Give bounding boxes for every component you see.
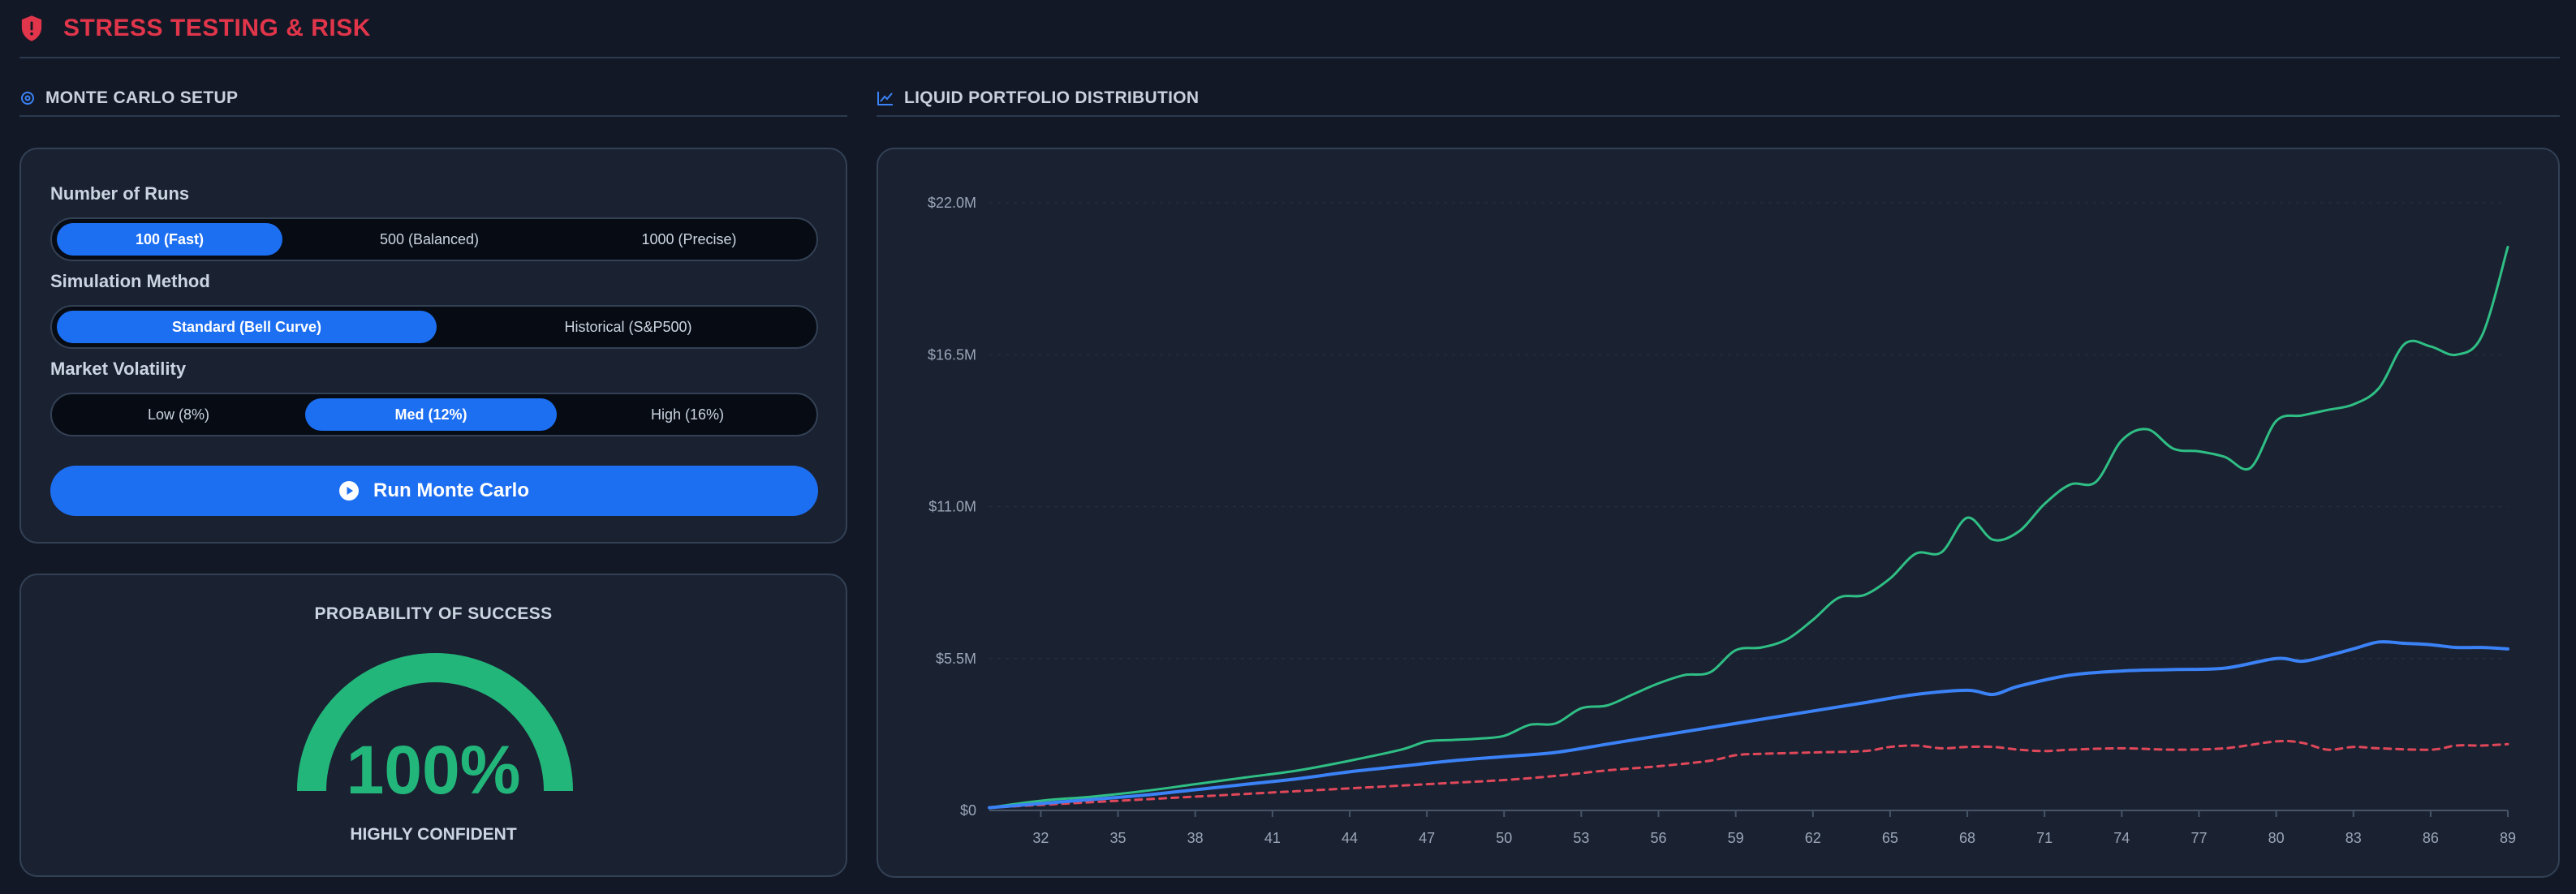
series-line-upper [988,245,2509,810]
success-gauge [297,653,573,792]
x-tick-label: 80 [2268,830,2285,846]
shield-alert-icon [21,15,42,41]
runs-label: Number of Runs [50,183,190,204]
x-tick-label: 71 [2036,830,2053,846]
x-tick-label: 53 [1573,830,1589,846]
runs-option-1000[interactable]: 1000 (Precise) [641,230,737,247]
volatility-option-low[interactable]: Low (8%) [147,406,210,423]
monte-carlo-heading-label: MONTE CARLO SETUP [45,88,239,107]
distribution-heading-label: LIQUID PORTFOLIO DISTRIBUTION [904,88,1200,107]
x-tick-label: 65 [1882,830,1898,846]
distribution-chart: $0 $5.5M $11.0M $16.5M $22.0M 32 35 38 41 44 47 50 5… [928,195,2516,846]
y-tick-label: $22.0M [928,195,976,211]
monte-carlo-heading: MONTE CARLO SETUP [19,81,847,117]
probability-panel: PROBABILITY OF SUCCESS 100% HIGHLY CONFI… [19,574,847,877]
series-line-lower [988,739,2509,810]
volatility-option-high[interactable]: High (16%) [650,406,725,423]
x-tick-label: 62 [1805,830,1821,846]
method-label: Simulation Method [50,271,210,291]
runs-selector: 100 (Fast) 500 (Balanced) 1000 (Precise) [50,217,818,261]
x-tick-label: 44 [1342,830,1358,846]
x-tick-label: 38 [1187,830,1204,846]
distribution-heading: LIQUID PORTFOLIO DISTRIBUTION [877,81,2560,117]
x-tick-label: 77 [2190,830,2207,846]
distribution-chart-panel: $0 $5.5M $11.0M $16.5M $22.0M 32 35 38 41 44 47 50 5… [877,148,2560,878]
volatility-option-med[interactable]: Med (12%) [305,398,557,431]
x-tick-label: 74 [2113,830,2130,846]
x-tick-label: 86 [2423,830,2439,846]
x-tick-label: 35 [1110,830,1126,846]
page-title: STRESS TESTING & RISK [63,15,371,41]
runs-option-100[interactable]: 100 (Fast) [57,223,282,256]
x-tick-label: 50 [1496,830,1512,846]
method-selector: Standard (Bell Curve) Historical (S&P500… [50,305,818,349]
x-tick-label: 89 [2500,830,2516,846]
x-tick-label: 41 [1264,830,1281,846]
x-tick-label: 59 [1728,830,1744,846]
runs-option-500[interactable]: 500 (Balanced) [379,230,480,247]
probability-subtitle: HIGHLY CONFIDENT [350,825,517,844]
settings-icon [21,92,34,105]
y-tick-label: $11.0M [928,499,976,515]
line-chart-icon [877,92,893,105]
play-icon [339,481,359,501]
probability-value: 100% [346,732,521,808]
monte-carlo-setup-panel: Number of Runs 100 (Fast) 500 (Balanced)… [19,148,847,544]
y-tick-label: $0 [960,802,976,819]
y-tick-label: $16.5M [928,346,976,363]
x-tick-label: 83 [2346,830,2362,846]
gauge-fill [297,653,573,792]
volatility-selector: Low (8%) Med (12%) High (16%) [50,393,818,436]
page-header: STRESS TESTING & RISK [19,0,2560,58]
probability-title: PROBABILITY OF SUCCESS [314,604,553,623]
run-monte-carlo-button[interactable]: Run Monte Carlo [50,466,818,516]
x-tick-label: 47 [1419,830,1435,846]
x-tick-label: 68 [1959,830,1975,846]
method-option-standard[interactable]: Standard (Bell Curve) [57,311,437,343]
method-option-historical[interactable]: Historical (S&P500) [564,318,692,335]
x-tick-label: 56 [1650,830,1666,846]
x-tick-label: 32 [1032,830,1049,846]
volatility-label: Market Volatility [50,359,187,379]
y-tick-label: $5.5M [936,651,976,667]
series-line-median [988,640,2509,810]
run-button-label: Run Monte Carlo [373,479,529,501]
